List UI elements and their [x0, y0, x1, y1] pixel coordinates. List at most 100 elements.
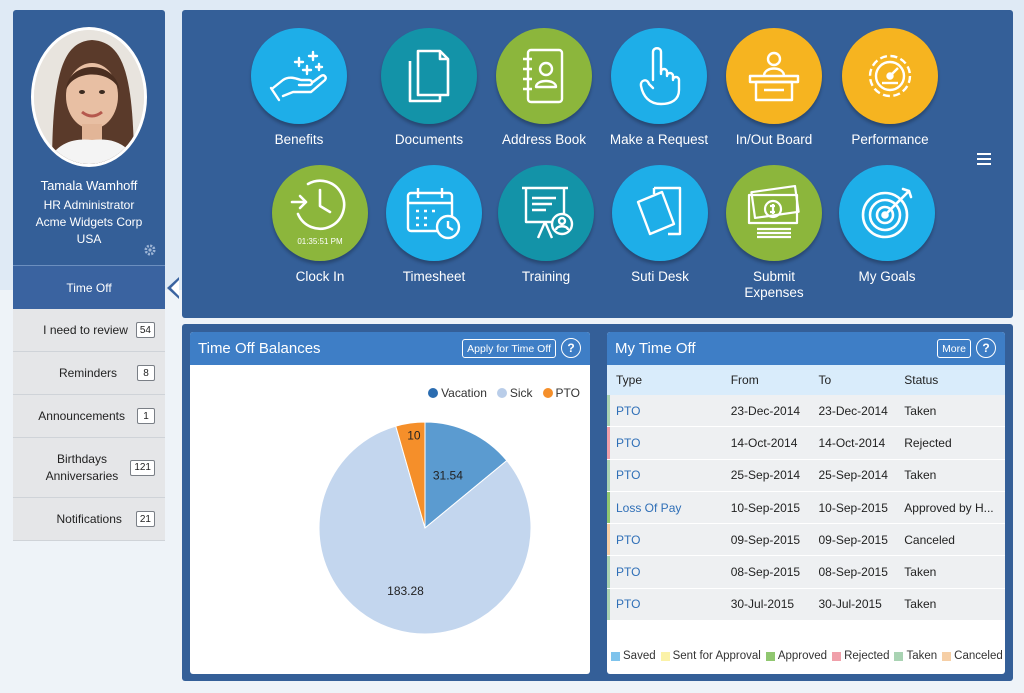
status-legend-label: Taken — [906, 650, 938, 662]
cell-type[interactable]: PTO — [616, 597, 641, 612]
app-documents[interactable]: Documents — [372, 28, 486, 148]
legend-item[interactable]: Sick — [496, 386, 533, 400]
table-row[interactable]: PTO 08-Sep-2015 08-Sep-2015 Taken — [607, 556, 1005, 589]
app-suti-desk[interactable]: Suti Desk — [603, 165, 717, 285]
status-legend-label: Saved — [623, 650, 656, 662]
legend-label: PTO — [555, 386, 580, 400]
nav-item-label: Announcements — [38, 409, 125, 423]
app-circle: 01:35:51 PM — [272, 165, 368, 261]
table-row[interactable]: PTO 09-Sep-2015 09-Sep-2015 Canceled — [607, 524, 1005, 557]
status-legend-label: Approved — [777, 650, 828, 662]
more-button[interactable]: More — [937, 339, 971, 358]
cell-from: 09-Sep-2015 — [730, 532, 801, 547]
table-row[interactable]: PTO 14-Oct-2014 14-Oct-2014 Rejected — [607, 427, 1005, 460]
nav-item-review[interactable]: I need to review 54 — [13, 309, 165, 352]
cell-from: 10-Sep-2015 — [730, 500, 801, 515]
app-clock-in[interactable]: 01:35:51 PM Clock In — [263, 165, 377, 285]
cell-type[interactable]: PTO — [616, 403, 641, 418]
tickets-icon — [636, 186, 682, 236]
status-legend-item: Rejected — [832, 650, 889, 662]
legend-swatch — [496, 388, 507, 398]
app-performance[interactable]: Performance — [833, 28, 947, 148]
cell-to: 23-Dec-2014 — [818, 403, 888, 418]
nav-item-time-off[interactable]: Time Off — [13, 265, 179, 309]
caret-left-icon — [167, 277, 179, 299]
app-submit-expenses[interactable]: Submit Expenses — [717, 165, 831, 301]
cell-to: 30-Jul-2015 — [818, 597, 882, 612]
status-stripe — [607, 524, 610, 556]
app-label: Benefits — [274, 132, 324, 147]
legend-swatch — [542, 388, 553, 398]
avatar[interactable] — [31, 27, 147, 167]
app-label-line2: Expenses — [744, 285, 804, 300]
pie-slice-pto[interactable] — [395, 421, 426, 529]
card-header: Time Off Balances Apply for Time Off ? — [190, 332, 590, 365]
cell-to: 10-Sep-2015 — [818, 500, 888, 515]
status-stripe — [607, 395, 610, 427]
cell-to: 09-Sep-2015 — [818, 532, 888, 547]
app-label-line1: Submit — [752, 269, 796, 284]
app-circle — [251, 28, 347, 124]
table-body: PTO 23-Dec-2014 23-Dec-2014 Taken PTO 14-Oct-… — [607, 395, 1005, 622]
legend-item[interactable]: Vacation — [428, 386, 487, 400]
pie-slice-sick[interactable] — [318, 425, 532, 635]
app-address-book[interactable]: Address Book — [487, 28, 601, 148]
hamburger-menu-icon[interactable] — [977, 153, 991, 165]
status-swatch — [611, 651, 620, 661]
nav-item-label: Notifications — [56, 512, 122, 526]
status-stripe — [607, 556, 610, 588]
cell-from: 23-Dec-2014 — [730, 403, 801, 418]
address-book-icon — [523, 48, 564, 104]
app-circle — [381, 28, 477, 124]
table-row[interactable]: PTO 25-Sep-2014 25-Sep-2014 Taken — [607, 459, 1005, 492]
nav-item-label: Birthdays Anniversaries — [46, 451, 119, 485]
column-header-from[interactable]: From — [730, 373, 759, 387]
cell-status: Rejected — [904, 435, 952, 450]
settings-gear-icon[interactable] — [143, 243, 157, 257]
app-in-out-board[interactable]: In/Out Board — [717, 28, 831, 148]
cell-type[interactable]: PTO — [616, 468, 641, 483]
app-my-goals[interactable]: My Goals — [830, 165, 944, 285]
cell-status: Canceled — [904, 532, 955, 547]
pie-slice-vacation[interactable] — [424, 421, 508, 530]
app-benefits[interactable]: Benefits — [242, 28, 356, 148]
status-legend-item: Taken — [894, 650, 937, 662]
cell-type[interactable]: Loss Of Pay — [616, 500, 682, 515]
count-badge: 8 — [137, 365, 155, 381]
pie-data-label: 183.28 — [387, 584, 424, 598]
nav-item-notifications[interactable]: Notifications 21 — [13, 498, 165, 541]
legend-item[interactable]: PTO — [542, 386, 580, 400]
column-header-type[interactable]: Type — [616, 373, 643, 387]
legend-label: Vacation — [441, 386, 487, 400]
app-timesheet[interactable]: Timesheet — [377, 165, 491, 285]
balances-pie-chart: 31.54 183.28 10 — [318, 421, 532, 635]
cell-to: 08-Sep-2015 — [818, 565, 888, 580]
table-row[interactable]: PTO 30-Jul-2015 30-Jul-2015 Taken — [607, 588, 1005, 622]
table-row[interactable]: Loss Of Pay 10-Sep-2015 10-Sep-2015 Approve… — [607, 491, 1005, 525]
profile-card: Tamala Wamhoff HR Administrator Acme Wid… — [13, 10, 165, 265]
nav-item-announcements[interactable]: Announcements 1 — [13, 395, 165, 438]
help-icon[interactable]: ? — [976, 338, 996, 358]
documents-icon — [408, 49, 450, 103]
clock-icon — [290, 179, 346, 231]
cell-type[interactable]: PTO — [616, 565, 641, 580]
cell-to: 25-Sep-2014 — [818, 468, 888, 483]
app-label: Make a Request — [609, 132, 709, 147]
column-header-to[interactable]: To — [818, 373, 832, 387]
status-legend-label: Rejected — [844, 650, 890, 662]
column-header-status[interactable]: Status — [904, 373, 939, 387]
cell-type[interactable]: PTO — [616, 435, 641, 450]
money-icon — [747, 185, 800, 239]
app-training[interactable]: Training — [489, 165, 603, 285]
nav-item-birthdays[interactable]: Birthdays Anniversaries 121 — [13, 438, 165, 498]
table-row[interactable]: PTO 23-Dec-2014 23-Dec-2014 Taken — [607, 395, 1005, 428]
status-swatch — [832, 651, 842, 661]
pie-data-label: 10 — [407, 428, 421, 442]
app-make-request[interactable]: Make a Request — [602, 28, 716, 148]
cell-type[interactable]: PTO — [616, 532, 641, 547]
status-swatch — [894, 651, 904, 661]
nav-item-reminders[interactable]: Reminders 8 — [13, 352, 165, 395]
help-icon[interactable]: ? — [561, 338, 581, 358]
apply-time-off-button[interactable]: Apply for Time Off — [462, 339, 556, 358]
app-label: Performance — [851, 132, 929, 147]
